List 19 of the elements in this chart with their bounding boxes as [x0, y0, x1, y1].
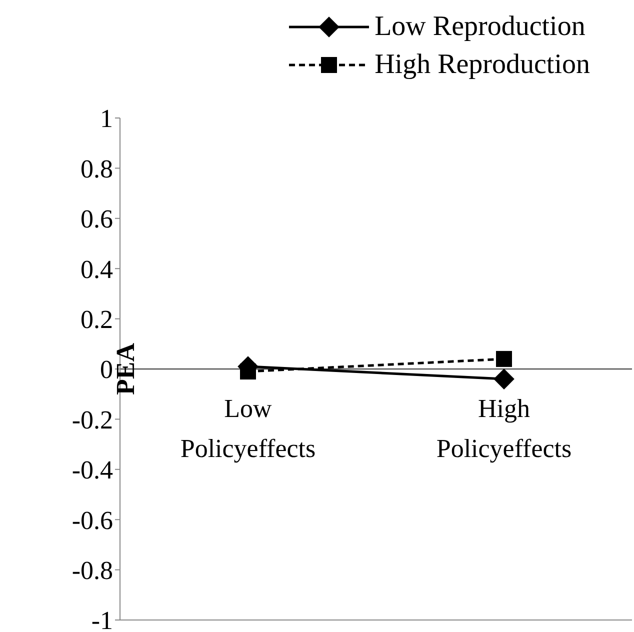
- x-tick-label: Low Policyeffects: [180, 394, 316, 463]
- y-axis-title: PEA: [111, 343, 141, 395]
- legend-label: High Reproduction: [374, 48, 590, 82]
- x-tick-label: High Policyeffects: [436, 394, 572, 463]
- point: [494, 368, 514, 390]
- y-tick-label: 0.4: [80, 254, 113, 284]
- y-tick-label: -0.8: [72, 556, 113, 586]
- y-tick-label: 0.6: [80, 204, 113, 234]
- point: [240, 364, 256, 380]
- y-tick-label: -1: [91, 606, 113, 632]
- y-tick-label: 0: [100, 355, 113, 384]
- legend-label: Low Reproduction: [374, 10, 586, 44]
- point: [496, 350, 512, 367]
- y-tick-label: -0.2: [72, 405, 113, 434]
- y-tick-label: -0.4: [72, 456, 113, 485]
- y-tick-label: 1: [100, 104, 113, 134]
- y-tick-label: 0.2: [80, 305, 113, 334]
- y-tick-label: 0.8: [80, 154, 113, 184]
- y-tick-label: -0.6: [72, 506, 113, 535]
